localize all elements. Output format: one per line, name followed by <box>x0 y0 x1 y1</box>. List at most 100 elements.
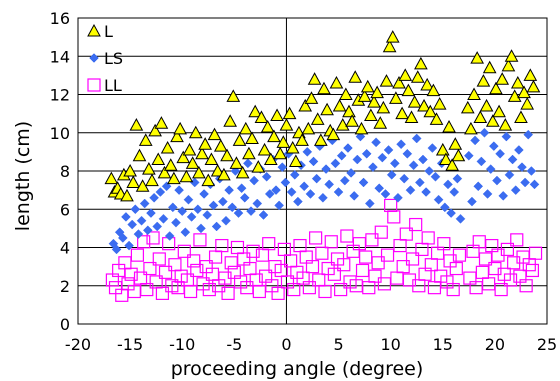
point-L <box>238 121 253 135</box>
x-axis-title: proceeding angle (degree) <box>171 358 424 380</box>
point-L <box>392 75 406 89</box>
point-LS <box>343 143 353 153</box>
point-L <box>367 95 381 108</box>
point-L <box>526 79 541 93</box>
point-L <box>473 110 488 123</box>
point-L <box>401 83 416 97</box>
x-tick-labels: -20 -15 -10 -5 0 5 10 15 20 25 <box>65 335 557 354</box>
point-LL <box>133 271 148 285</box>
point-LL <box>183 284 198 299</box>
y-axis-title: length (cm) <box>12 121 34 231</box>
point-LL <box>140 282 154 297</box>
point-LS <box>358 177 369 188</box>
point-LL <box>137 235 151 249</box>
point-L <box>498 118 513 131</box>
point-L <box>248 104 263 118</box>
point-LS <box>523 129 534 140</box>
point-L <box>235 165 250 179</box>
point-LS <box>421 187 431 197</box>
point-LL <box>452 248 467 262</box>
point-L <box>251 160 266 173</box>
point-LL <box>208 250 223 264</box>
point-LL <box>399 227 413 241</box>
point-LS <box>318 192 328 203</box>
point-L <box>520 97 535 110</box>
point-LL <box>380 248 395 262</box>
point-LL <box>359 250 373 264</box>
point-LS <box>224 185 234 195</box>
point-LS <box>167 202 178 213</box>
point-LL <box>152 252 166 266</box>
point-L <box>185 156 200 169</box>
legend-marker-LL <box>87 78 101 92</box>
point-L <box>163 158 178 171</box>
point-LS <box>324 179 335 190</box>
point-L <box>232 133 247 146</box>
point-LL <box>155 286 170 300</box>
point-LS <box>402 148 413 159</box>
point-LL <box>503 273 518 287</box>
point-L <box>482 60 497 74</box>
point-L <box>382 39 397 53</box>
point-LS <box>408 160 419 171</box>
point-L <box>145 173 159 187</box>
point-LS <box>264 189 275 199</box>
point-L <box>307 72 322 85</box>
x-tick-label: -20 <box>65 335 91 354</box>
point-LL <box>405 252 420 266</box>
point-LS <box>286 187 297 197</box>
point-LL <box>187 254 201 268</box>
point-LS <box>405 185 416 195</box>
point-LS <box>155 187 166 197</box>
point-L <box>188 125 203 139</box>
point-LS <box>479 127 490 138</box>
point-L <box>320 102 334 116</box>
point-L <box>129 118 144 131</box>
y-tick-label: 14 <box>50 47 70 66</box>
point-LS <box>399 173 410 184</box>
point-LS <box>193 204 203 215</box>
point-LL <box>130 248 145 262</box>
point-LS <box>133 229 144 239</box>
point-LS <box>221 215 231 226</box>
point-LS <box>427 143 438 153</box>
point-LL <box>146 231 160 245</box>
point-LS <box>510 185 521 195</box>
point-LL <box>190 263 204 278</box>
point-L <box>485 114 500 127</box>
point-L <box>242 146 256 160</box>
point-LS <box>252 198 263 209</box>
point-LS <box>377 152 388 163</box>
y-tick-label: 0 <box>60 315 70 334</box>
point-LS <box>111 244 122 255</box>
point-LS <box>492 175 502 186</box>
point-LL <box>255 248 270 262</box>
point-LL <box>305 260 320 274</box>
point-L <box>167 171 181 185</box>
point-LS <box>440 202 450 213</box>
point-LS <box>211 221 222 232</box>
point-LS <box>501 131 512 142</box>
point-LS <box>236 183 247 194</box>
point-LS <box>280 177 291 188</box>
point-LS <box>139 198 150 209</box>
point-LS <box>467 196 477 207</box>
point-LL <box>415 242 429 257</box>
point-LL <box>221 286 235 300</box>
point-LS <box>293 196 303 207</box>
point-LS <box>330 158 341 169</box>
point-L <box>442 119 456 133</box>
point-LS <box>396 139 406 150</box>
x-tick-label: 20 <box>485 335 505 354</box>
point-LL <box>249 273 263 287</box>
point-LL <box>449 261 463 276</box>
point-LS <box>208 200 219 211</box>
point-L <box>379 74 394 87</box>
point-L <box>435 142 450 156</box>
point-LS <box>311 173 322 184</box>
point-LS <box>526 166 537 176</box>
point-LS <box>339 175 350 186</box>
point-L <box>464 121 478 135</box>
point-LS <box>124 240 134 251</box>
point-L <box>298 98 313 112</box>
